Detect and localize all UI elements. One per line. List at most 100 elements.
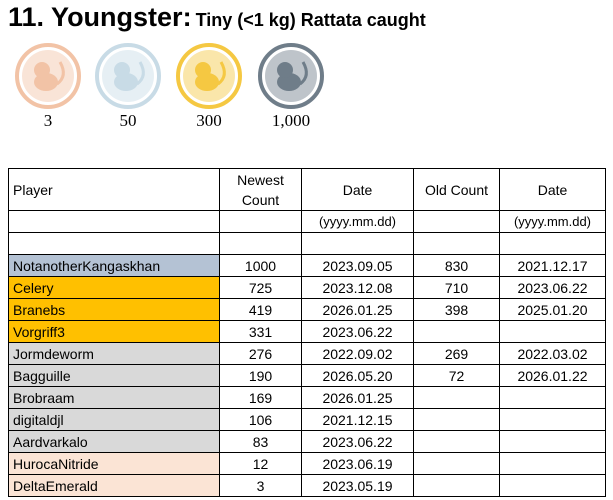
cell: 2023.09.05 <box>301 254 414 277</box>
cell: 2023.06.22 <box>499 276 606 299</box>
player-name: NotanotherKangaskhan <box>8 254 220 277</box>
cell: 419 <box>219 298 302 321</box>
unit-row: (yyyy.mm.dd) (yyyy.mm.dd) <box>8 210 606 233</box>
cell <box>499 232 606 255</box>
player-name: Branebs <box>8 298 220 321</box>
rattata-tail <box>136 61 145 86</box>
cell: 2021.12.17 <box>499 254 606 277</box>
cell: 2022.03.02 <box>499 342 606 365</box>
cell <box>413 386 500 409</box>
player-row: Celery 725 2023.12.08 710 2023.06.22 <box>8 276 606 299</box>
medal-label: 50 <box>120 111 137 130</box>
medal-label: 300 <box>196 111 222 130</box>
cell: 276 <box>219 342 302 365</box>
player-row: digitaldjl 106 2021.12.15 <box>8 408 606 431</box>
cell: 398 <box>413 298 500 321</box>
medal: 50 <box>95 43 161 130</box>
rattata-head <box>195 62 211 78</box>
cell: 725 <box>219 276 302 299</box>
cell <box>413 408 500 431</box>
player-row: NotanotherKangaskhan 1000 2023.09.05 830 202… <box>8 254 606 277</box>
cell: 2026.01.22 <box>499 364 606 387</box>
player-name: Celery <box>8 276 220 299</box>
cell: 169 <box>219 386 302 409</box>
medals: 3 50 300 1,000 <box>15 43 324 130</box>
cell <box>413 452 500 475</box>
cell: 2022.09.02 <box>301 342 414 365</box>
cell <box>413 320 500 343</box>
medal: 3 <box>15 43 81 130</box>
cell: 2026.01.25 <box>301 298 414 321</box>
player-name: Jormdeworm <box>8 342 220 365</box>
rattata-head <box>277 62 293 78</box>
player-name: Aardvarkalo <box>8 430 220 453</box>
player-name: Vorgriff3 <box>8 320 220 343</box>
cell: 331 <box>219 320 302 343</box>
medal: 300 <box>176 43 242 130</box>
cell: 2023.06.22 <box>301 320 414 343</box>
cell <box>499 408 606 431</box>
medal: 1,000 <box>258 43 324 130</box>
cell <box>413 430 500 453</box>
cell <box>8 210 220 233</box>
cell: 106 <box>219 408 302 431</box>
leaderboard-table: Player Newest Count Date Old Count Date … <box>8 168 606 497</box>
cell: 190 <box>219 364 302 387</box>
title: 11. Youngster: <box>8 2 192 32</box>
cell: 12 <box>219 452 302 475</box>
cell: 830 <box>413 254 500 277</box>
cell <box>413 232 500 255</box>
table-body: Player Newest Count Date Old Count Date … <box>8 168 606 497</box>
cell <box>8 232 220 255</box>
player-name: Brobraam <box>8 386 220 409</box>
cell: 269 <box>413 342 500 365</box>
date-format: (yyyy.mm.dd) <box>499 210 606 233</box>
cell: 83 <box>219 430 302 453</box>
spacer-row <box>8 232 606 255</box>
title-block: 11. Youngster: Tiny (<1 kg) Rattata caugh… <box>8 2 426 33</box>
player-row: Aardvarkalo 83 2023.06.22 <box>8 430 606 453</box>
header-row: Player Newest Count Date Old Count Date <box>8 168 606 211</box>
cell <box>499 474 606 497</box>
player-row: DeltaEmerald 3 2023.05.19 <box>8 474 606 497</box>
cell: 2025.01.20 <box>499 298 606 321</box>
cell: 72 <box>413 364 500 387</box>
cell <box>413 474 500 497</box>
column-header: Newest Count <box>219 168 302 211</box>
cell: 2023.06.19 <box>301 452 414 475</box>
column-header: Date <box>301 168 414 211</box>
rattata-tail <box>299 61 308 86</box>
cell: 2023.05.19 <box>301 474 414 497</box>
column-header: Old Count <box>413 168 500 211</box>
rattata-head <box>114 62 130 78</box>
cell: 2023.06.22 <box>301 430 414 453</box>
rattata-head <box>34 62 50 78</box>
medal-label: 1,000 <box>272 111 310 130</box>
rattata-tail <box>56 61 65 86</box>
player-row: Brobraam 169 2026.01.25 <box>8 386 606 409</box>
cell: 3 <box>219 474 302 497</box>
cell <box>499 430 606 453</box>
date-format: (yyyy.mm.dd) <box>301 210 414 233</box>
cell: 2026.01.25 <box>301 386 414 409</box>
column-header: Date <box>499 168 606 211</box>
player-name: Bagguille <box>8 364 220 387</box>
cell <box>499 452 606 475</box>
rattata-tail <box>217 61 226 86</box>
cell <box>219 232 302 255</box>
cell: 2026.05.20 <box>301 364 414 387</box>
cell: 1000 <box>219 254 302 277</box>
player-name: DeltaEmerald <box>8 474 220 497</box>
player-row: Jormdeworm 276 2022.09.02 269 2022.03.02 <box>8 342 606 365</box>
cell <box>219 210 302 233</box>
player-name: digitaldjl <box>8 408 220 431</box>
medal-label: 3 <box>44 111 53 130</box>
cell: 710 <box>413 276 500 299</box>
cell <box>301 232 414 255</box>
cell: 2021.12.15 <box>301 408 414 431</box>
player-row: Vorgriff3 331 2023.06.22 <box>8 320 606 343</box>
player-name: HurocaNitride <box>8 452 220 475</box>
cell <box>499 386 606 409</box>
player-row: Bagguille 190 2026.05.20 72 2026.01.22 <box>8 364 606 387</box>
